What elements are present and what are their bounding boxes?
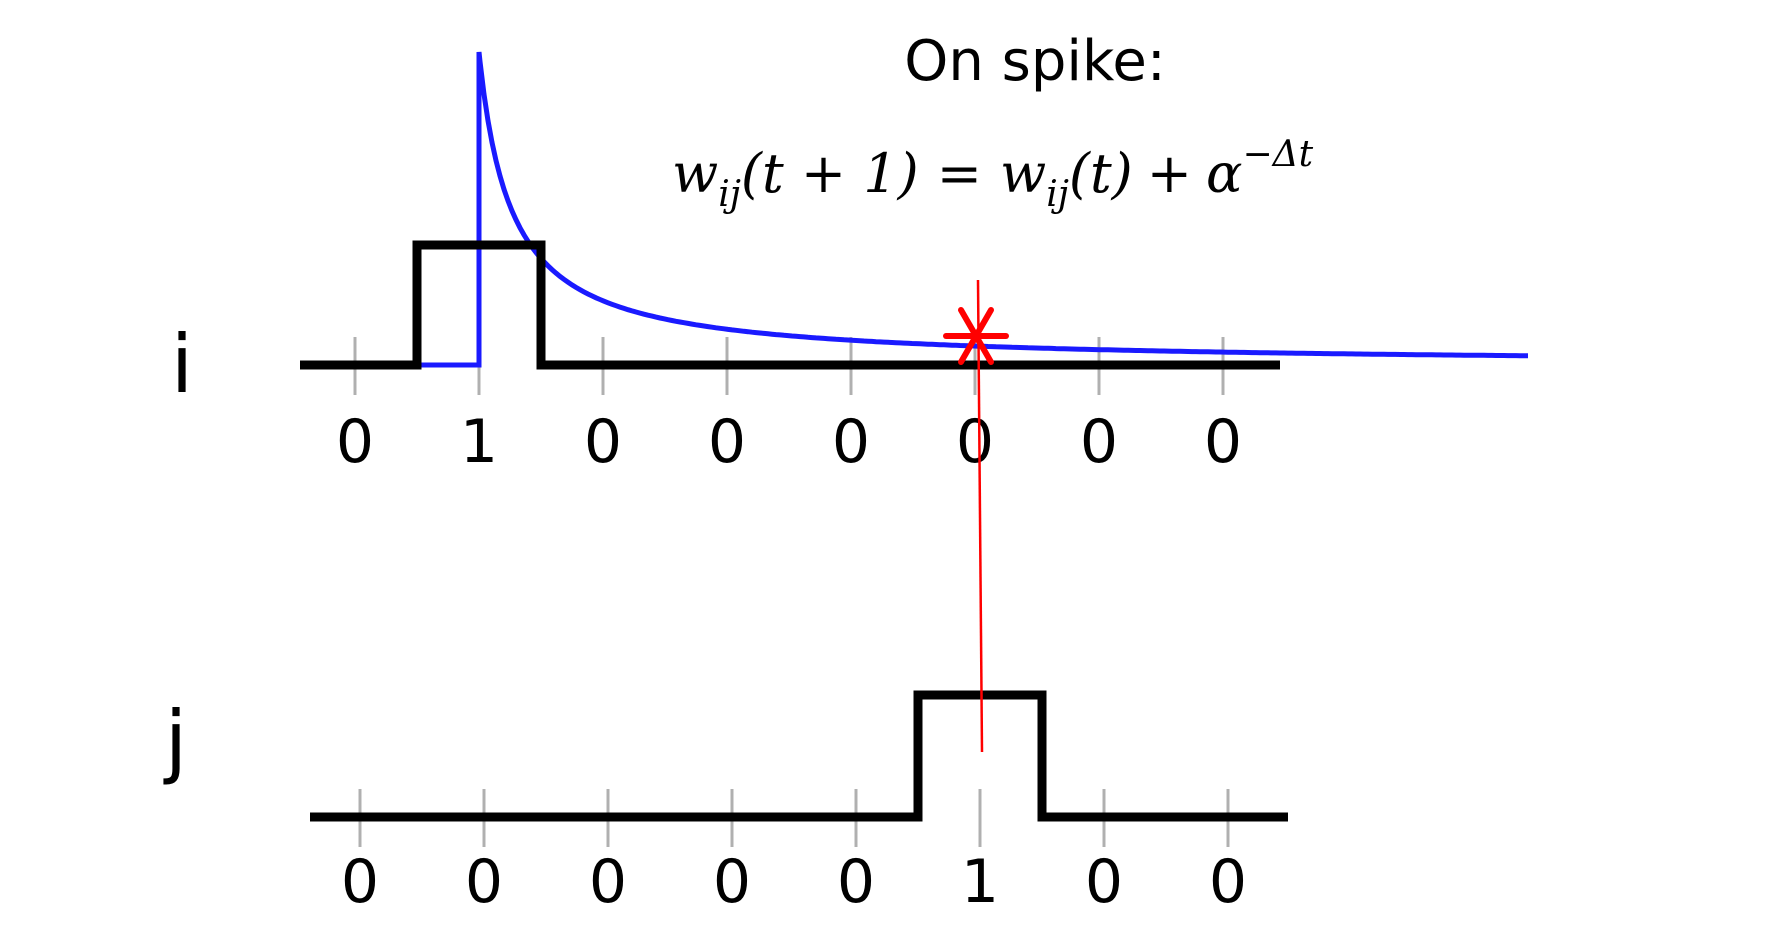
- marker-stroke: [958, 307, 994, 365]
- eq-exponent: −Δt: [1242, 134, 1313, 175]
- eq-rhs-arg: (t): [1069, 142, 1133, 205]
- neuron-i-value-label: 0: [956, 407, 994, 477]
- neuron-j-value-label: 0: [713, 847, 751, 917]
- title-text: On spike:: [904, 29, 1165, 94]
- spike-train-i: [300, 240, 1280, 370]
- eq-rhs-w: w: [1000, 142, 1046, 205]
- eq-lhs-w: w: [672, 142, 718, 205]
- neuron-j-value-label: 0: [1209, 847, 1247, 917]
- neuron-j-value-label: 1: [961, 847, 999, 917]
- equation: wij(t + 1) = wij(t) + α−Δt: [672, 134, 1314, 215]
- spike-values-i: 0 1 0 0 0 0 0 0: [336, 407, 1242, 477]
- neuron-i-value-label: 0: [832, 407, 870, 477]
- neuron-j-value-label: 0: [1085, 847, 1123, 917]
- spike-values-j: 0 0 0 0 0 1 0 0: [341, 847, 1247, 917]
- eq-equals: =: [937, 142, 982, 205]
- eq-lhs-arg: (t + 1): [741, 142, 919, 205]
- neuron-j-label: j: [163, 694, 187, 787]
- neuron-i-label: i: [171, 318, 193, 411]
- neuron-j-value-label: 0: [837, 847, 875, 917]
- neuron-j-value-label: 0: [465, 847, 503, 917]
- eq-rhs-sub: ij: [1046, 174, 1069, 215]
- neuron-i-value-label: 1: [460, 407, 498, 477]
- eq-plus: +: [1147, 142, 1192, 205]
- eq-alpha: α: [1206, 142, 1242, 205]
- neuron-i-value-label: 0: [708, 407, 746, 477]
- neuron-i-value-label: 0: [584, 407, 622, 477]
- trace-curve-i: [420, 51, 1528, 368]
- update-marker-icon: [943, 307, 1009, 365]
- neuron-j-value-label: 0: [589, 847, 627, 917]
- neuron-i-value-label: 0: [1204, 407, 1242, 477]
- spike-link-line: [976, 279, 984, 753]
- eq-lhs-sub: ij: [718, 174, 741, 215]
- spike-train-j: [310, 690, 1288, 822]
- neuron-i-value-label: 0: [336, 407, 374, 477]
- neuron-j-value-label: 0: [341, 847, 379, 917]
- neuron-i-value-label: 0: [1080, 407, 1118, 477]
